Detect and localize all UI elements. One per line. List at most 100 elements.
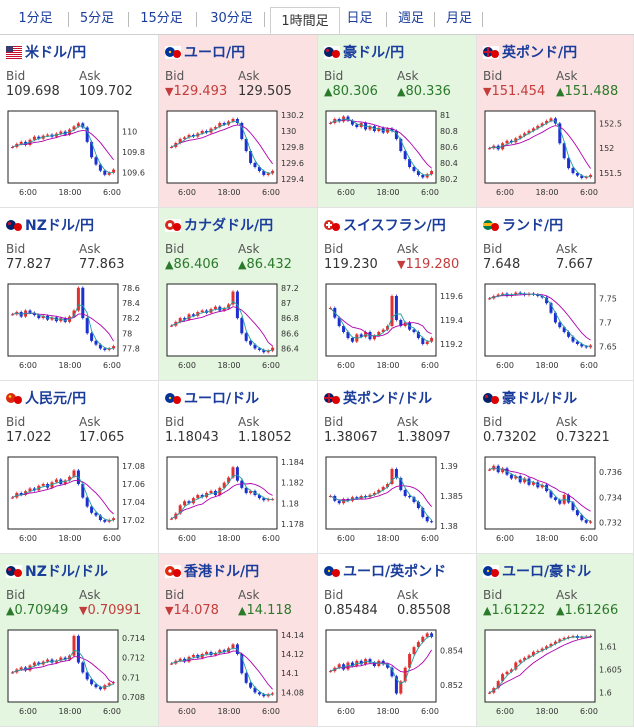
pair-title-link[interactable]: 香港ドル/円 <box>165 562 259 580</box>
y-tick-label: 1.18 <box>281 499 299 508</box>
y-tick-label: 1.385 <box>440 492 463 501</box>
hourly-candlestick-chart[interactable]: 110 109.8 109.6 6:00 18:00 6:00 <box>4 107 154 203</box>
rate-panel: ユーロ/豪ドル Bid Ask ▲1.61222 ▲1.61266 1.61 1.605 1.… <box>477 554 634 727</box>
y-tick-label: 80.8 <box>440 127 458 136</box>
pair-title-link[interactable]: ユーロ/英ポンド <box>324 562 446 580</box>
tab-weekly[interactable]: 週足 <box>397 11 424 26</box>
pair-title-link[interactable]: NZドル/ドル <box>6 562 108 580</box>
x-tick-label: 18:00 <box>535 188 558 197</box>
pair-title-link[interactable]: 人民元/円 <box>6 389 86 407</box>
rate-panel: ユーロ/ドル Bid Ask 1.18043 1.18052 1.184 1.182 1.18… <box>159 381 318 554</box>
candle-body <box>584 520 588 523</box>
x-tick-label: 6:00 <box>496 534 514 543</box>
candle-body <box>72 470 76 477</box>
pair-title-link[interactable]: ランド/円 <box>483 216 563 234</box>
candle-body <box>72 310 76 317</box>
chart-plot-area <box>166 456 278 530</box>
hourly-candlestick-chart[interactable]: 0.854 0.852 6:00 18:00 6:00 <box>322 626 472 722</box>
y-tick-label: 0.708 <box>122 693 145 702</box>
y-tick-label: 78.2 <box>122 314 140 323</box>
tab-1min[interactable]: 1分足 <box>18 11 53 26</box>
candle-body <box>567 636 571 638</box>
candle-body <box>271 171 275 174</box>
candle-body <box>575 173 579 176</box>
short-moving-average-line <box>489 120 591 178</box>
bid-price: 0.85484 <box>324 603 378 618</box>
pair-title-link[interactable]: 英ポンド/円 <box>483 43 577 61</box>
hourly-candlestick-chart[interactable]: 152.5 152 151.5 6:00 18:00 6:00 <box>481 107 631 203</box>
chart-plot-area <box>484 456 596 530</box>
pair-title-link[interactable]: 豪ドル/円 <box>324 43 404 61</box>
candle-body <box>509 474 513 479</box>
x-tick-label: 18:00 <box>535 534 558 543</box>
hourly-candlestick-chart[interactable]: 7.75 7.7 7.65 6:00 18:00 6:00 <box>481 280 631 376</box>
y-tick-label: 77.8 <box>122 344 140 353</box>
tab-daily[interactable]: 日足 <box>346 11 373 26</box>
tab-monthly[interactable]: 月足 <box>445 11 472 26</box>
tab-separator <box>434 12 435 27</box>
tab-15min[interactable]: 15分足 <box>140 11 183 26</box>
candle-body <box>218 123 222 127</box>
tab-5min[interactable]: 5分足 <box>79 11 115 26</box>
candle-body <box>377 127 381 131</box>
hourly-candlestick-chart[interactable]: 119.6 119.4 119.2 6:00 18:00 6:00 <box>322 280 472 376</box>
tab-1hour[interactable]: 1時間足 <box>270 7 340 34</box>
nz-flag-icon <box>6 218 22 232</box>
tab-30min[interactable]: 30分足 <box>210 11 253 26</box>
au-flag-icon <box>324 45 340 59</box>
candle-body <box>394 296 398 320</box>
pair-title-link[interactable]: スイスフラン/円 <box>324 216 446 234</box>
bid-value: 1.61222 <box>491 603 546 618</box>
candle-body <box>399 320 403 326</box>
candle-body <box>32 662 36 666</box>
y-tick-label: 7.65 <box>599 342 617 351</box>
pair-title-link[interactable]: ユーロ/豪ドル <box>483 562 591 580</box>
pair-title-link[interactable]: 豪ドル/ドル <box>483 389 577 407</box>
candle-body <box>408 159 412 167</box>
x-tick-label: 6:00 <box>337 188 355 197</box>
y-tick-label: 152.5 <box>599 119 622 128</box>
pair-title-link[interactable]: ユーロ/ドル <box>165 389 259 407</box>
y-tick-label: 86.4 <box>281 344 299 353</box>
pair-title-link[interactable]: カナダドル/円 <box>165 216 273 234</box>
rate-panel: 英ポンド/円 Bid Ask ▼151.454 ▲151.488 152.5 152 151.… <box>477 35 634 208</box>
candle-body <box>196 495 200 499</box>
x-tick-label: 18:00 <box>376 188 399 197</box>
short-moving-average-line <box>12 649 114 688</box>
pair-title-link[interactable]: 英ポンド/ドル <box>324 389 432 407</box>
candle-body <box>213 306 217 310</box>
ask-price: 1.38097 <box>397 430 451 445</box>
pair-title-link[interactable]: ユーロ/円 <box>165 43 245 61</box>
candle-body <box>549 491 553 498</box>
short-moving-average-line <box>489 636 591 694</box>
rate-panel: 香港ドル/円 Bid Ask ▼14.078 ▲14.118 14.14 14.12 14.1… <box>159 554 318 727</box>
pair-title-link[interactable]: 米ドル/円 <box>6 43 86 61</box>
ask-value: 0.85508 <box>397 603 451 618</box>
candle-body <box>222 123 226 125</box>
short-moving-average-line <box>12 125 114 174</box>
pair-name: 米ドル/円 <box>25 45 87 61</box>
hourly-candlestick-chart[interactable]: 14.14 14.12 14.1 14.08 6:00 18:00 6:00 <box>163 626 313 722</box>
short-moving-average-line <box>330 476 432 521</box>
pair-title-link[interactable]: NZドル/円 <box>6 216 94 234</box>
candle-body <box>372 493 376 495</box>
chart-plot-area <box>7 629 119 703</box>
x-tick-label: 6:00 <box>103 188 121 197</box>
candle-body <box>394 131 398 139</box>
candle-body <box>337 664 341 668</box>
candle-body <box>408 654 412 668</box>
ask-price: ▲1.61266 <box>556 603 618 618</box>
candle-body <box>430 521 434 523</box>
candle-body <box>257 495 261 499</box>
x-tick-label: 18:00 <box>376 707 399 716</box>
